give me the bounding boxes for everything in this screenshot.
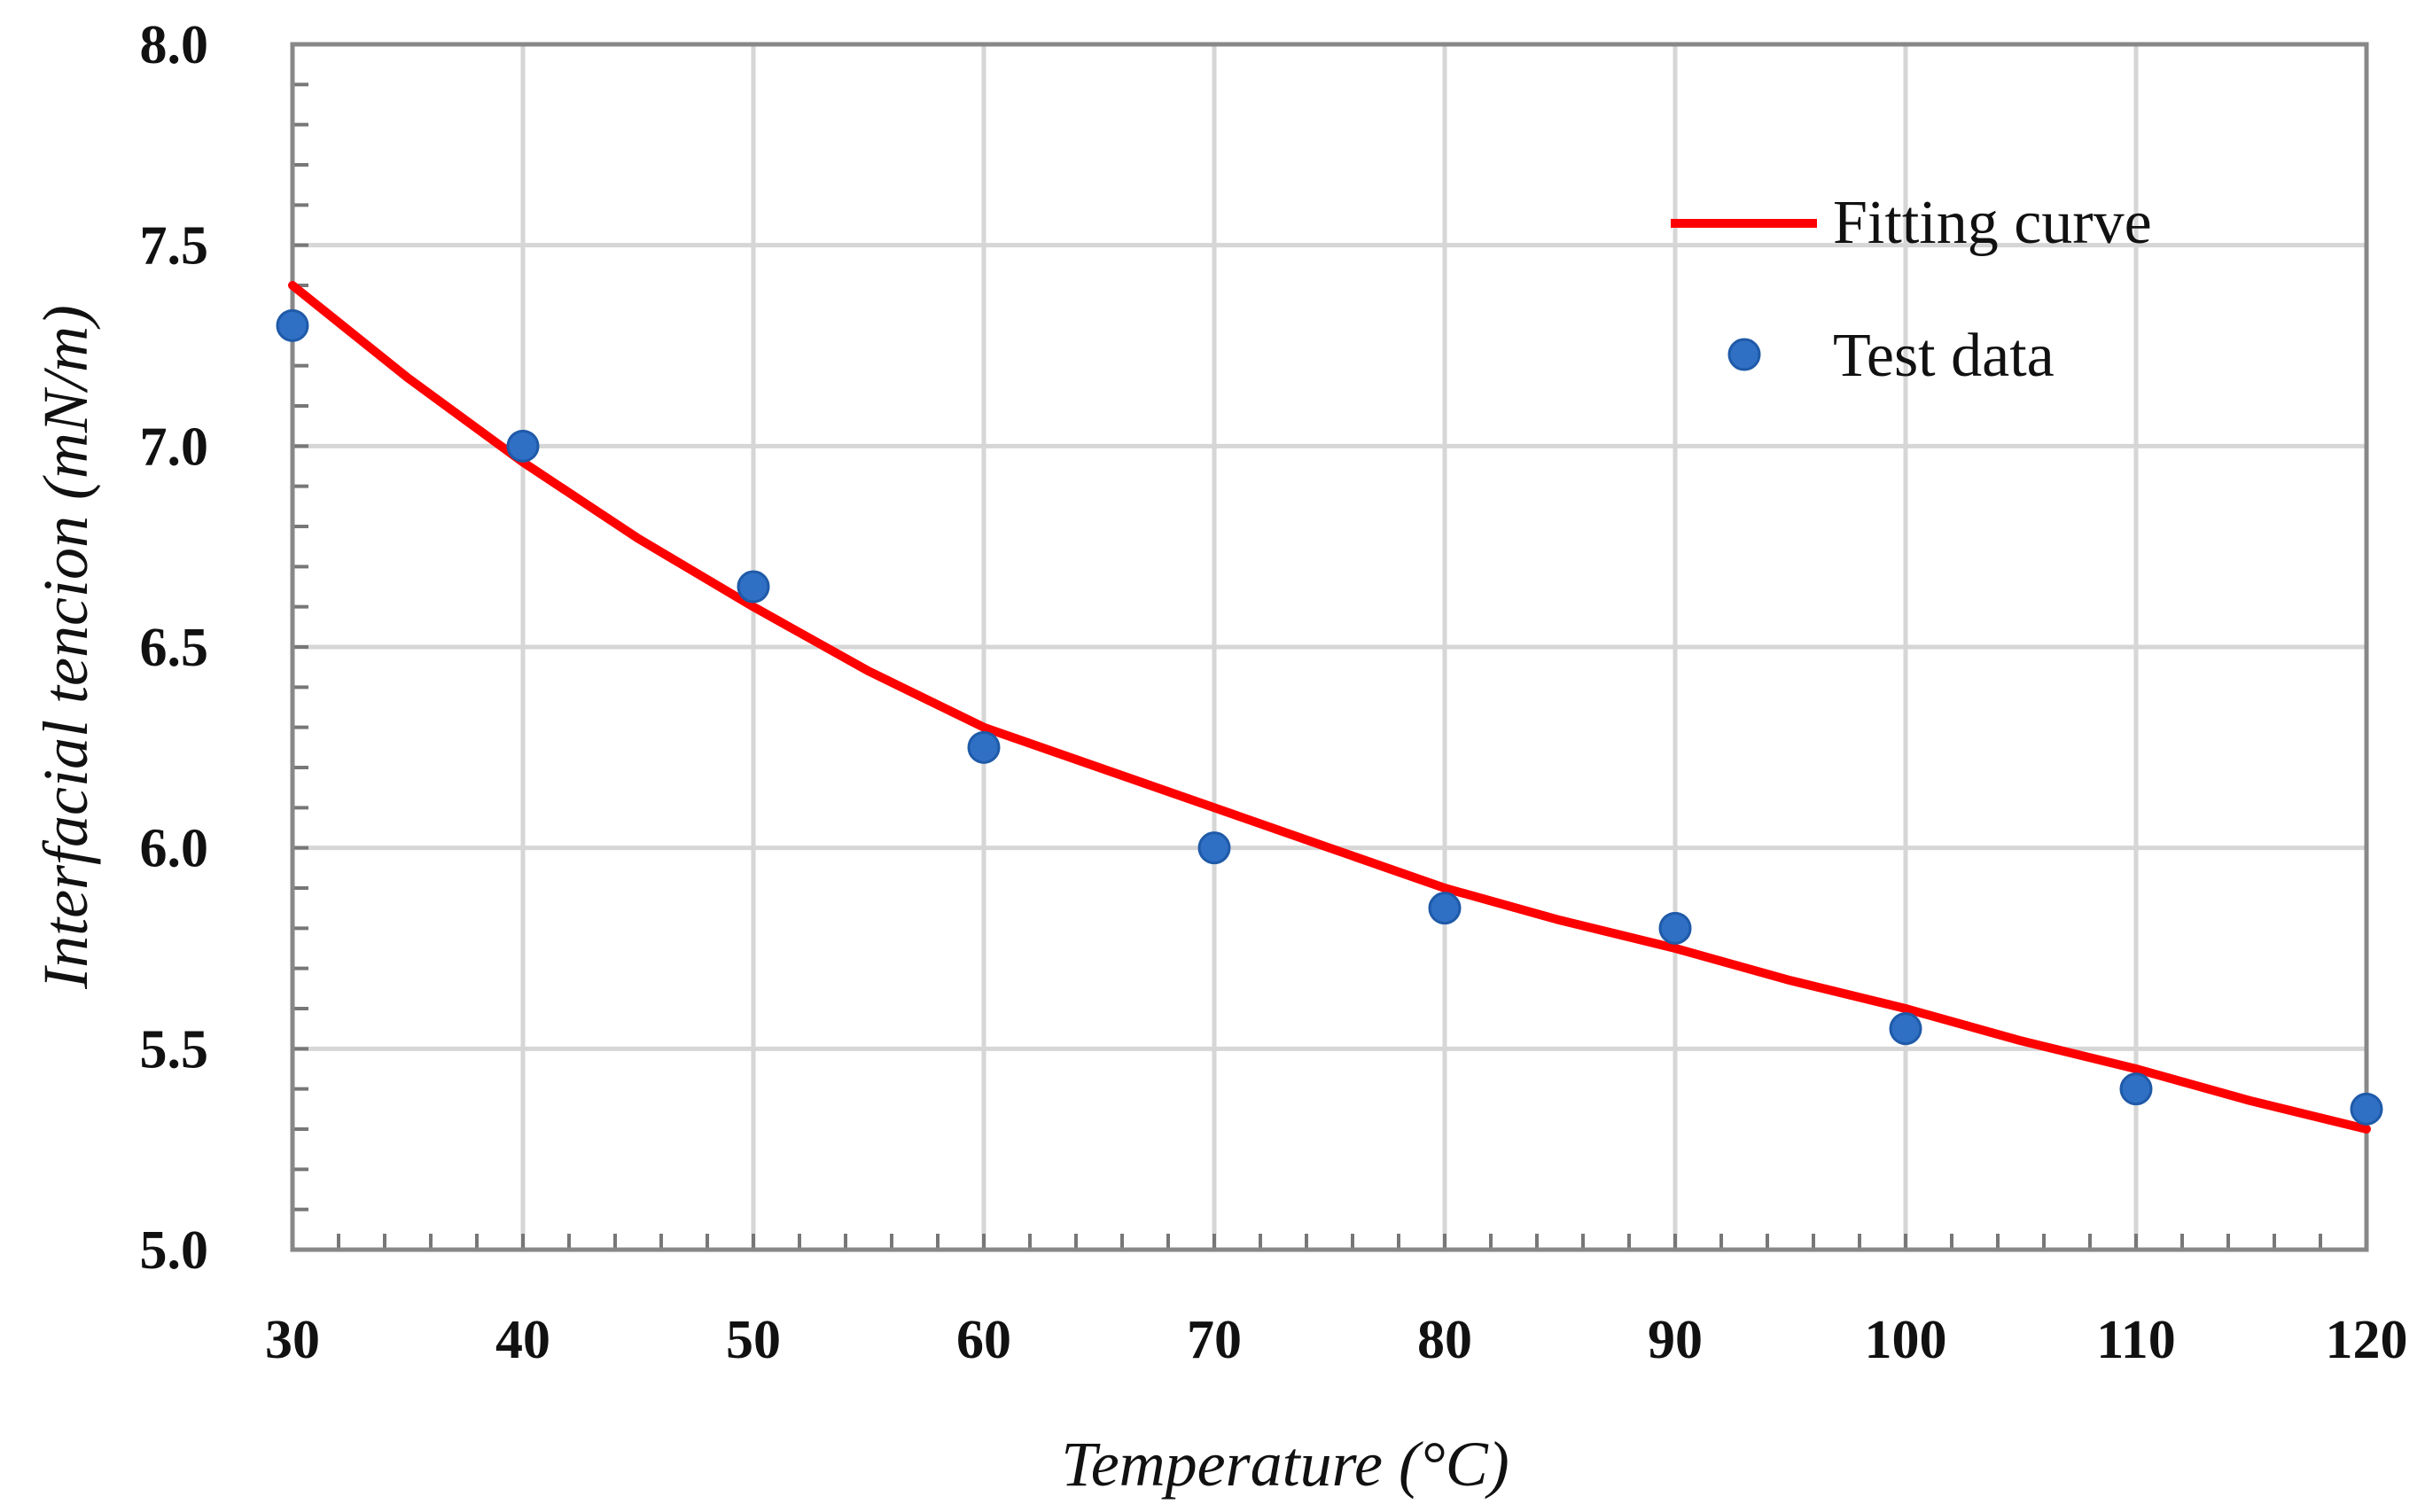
test-data-point-70 bbox=[1197, 831, 1231, 865]
y-tick-label-6: 6.0 bbox=[140, 819, 209, 879]
test-data-point-80 bbox=[1428, 892, 1462, 925]
test-data-point-90 bbox=[1658, 911, 1692, 945]
test-data-point-100 bbox=[1889, 1012, 1922, 1046]
y-tick-label-6-5: 6.5 bbox=[140, 618, 209, 678]
y-axis-title: Interfacial tencion (mN/m) bbox=[30, 305, 101, 990]
y-tick-label-5: 5.0 bbox=[140, 1220, 209, 1281]
test-data-point-60 bbox=[967, 730, 1001, 764]
x-tick-label-80: 80 bbox=[1417, 1310, 1472, 1370]
x-tick-labels: 30 40 50 60 70 80 90 100 110 120 bbox=[265, 1310, 2408, 1370]
legend-test-data-label: Test data bbox=[1833, 322, 2055, 390]
y-tick-label-8: 8.0 bbox=[140, 15, 209, 75]
legend-fitting-curve-label: Fitting curve bbox=[1833, 189, 2152, 257]
series-layer bbox=[276, 281, 2383, 1134]
test-data-point-110 bbox=[2119, 1072, 2153, 1106]
x-tick-label-50: 50 bbox=[726, 1310, 781, 1370]
x-tick-label-110: 110 bbox=[2096, 1310, 2176, 1370]
plot-frame bbox=[290, 42, 2369, 1252]
x-tick-label-120: 120 bbox=[2326, 1310, 2408, 1370]
x-tick-label-40: 40 bbox=[495, 1310, 550, 1370]
minor-ticks bbox=[291, 43, 2368, 1251]
test-data-point-40 bbox=[506, 429, 540, 463]
y-tick-label-7-5: 7.5 bbox=[140, 216, 209, 277]
x-tick-label-100: 100 bbox=[1865, 1310, 1947, 1370]
test-data-point-50 bbox=[737, 570, 770, 604]
y-tick-label-7: 7.0 bbox=[140, 417, 209, 477]
x-tick-label-60: 60 bbox=[956, 1310, 1011, 1370]
legend: Fitting curve Test data bbox=[1671, 189, 2152, 390]
x-axis-title: Temperature (°C) bbox=[1061, 1429, 1509, 1500]
y-tick-labels: 5.0 5.5 6.0 6.5 7.0 7.5 8.0 bbox=[140, 15, 209, 1281]
test-data-point-30 bbox=[276, 308, 309, 342]
x-tick-label-30: 30 bbox=[265, 1310, 320, 1370]
x-tick-label-70: 70 bbox=[1187, 1310, 1242, 1370]
x-tick-label-90: 90 bbox=[1648, 1310, 1703, 1370]
legend-test-data-marker bbox=[1727, 338, 1761, 371]
y-tick-label-5-5: 5.5 bbox=[140, 1019, 209, 1079]
test-data-point-120 bbox=[2350, 1092, 2383, 1126]
fitting-curve-line bbox=[288, 281, 2371, 1134]
